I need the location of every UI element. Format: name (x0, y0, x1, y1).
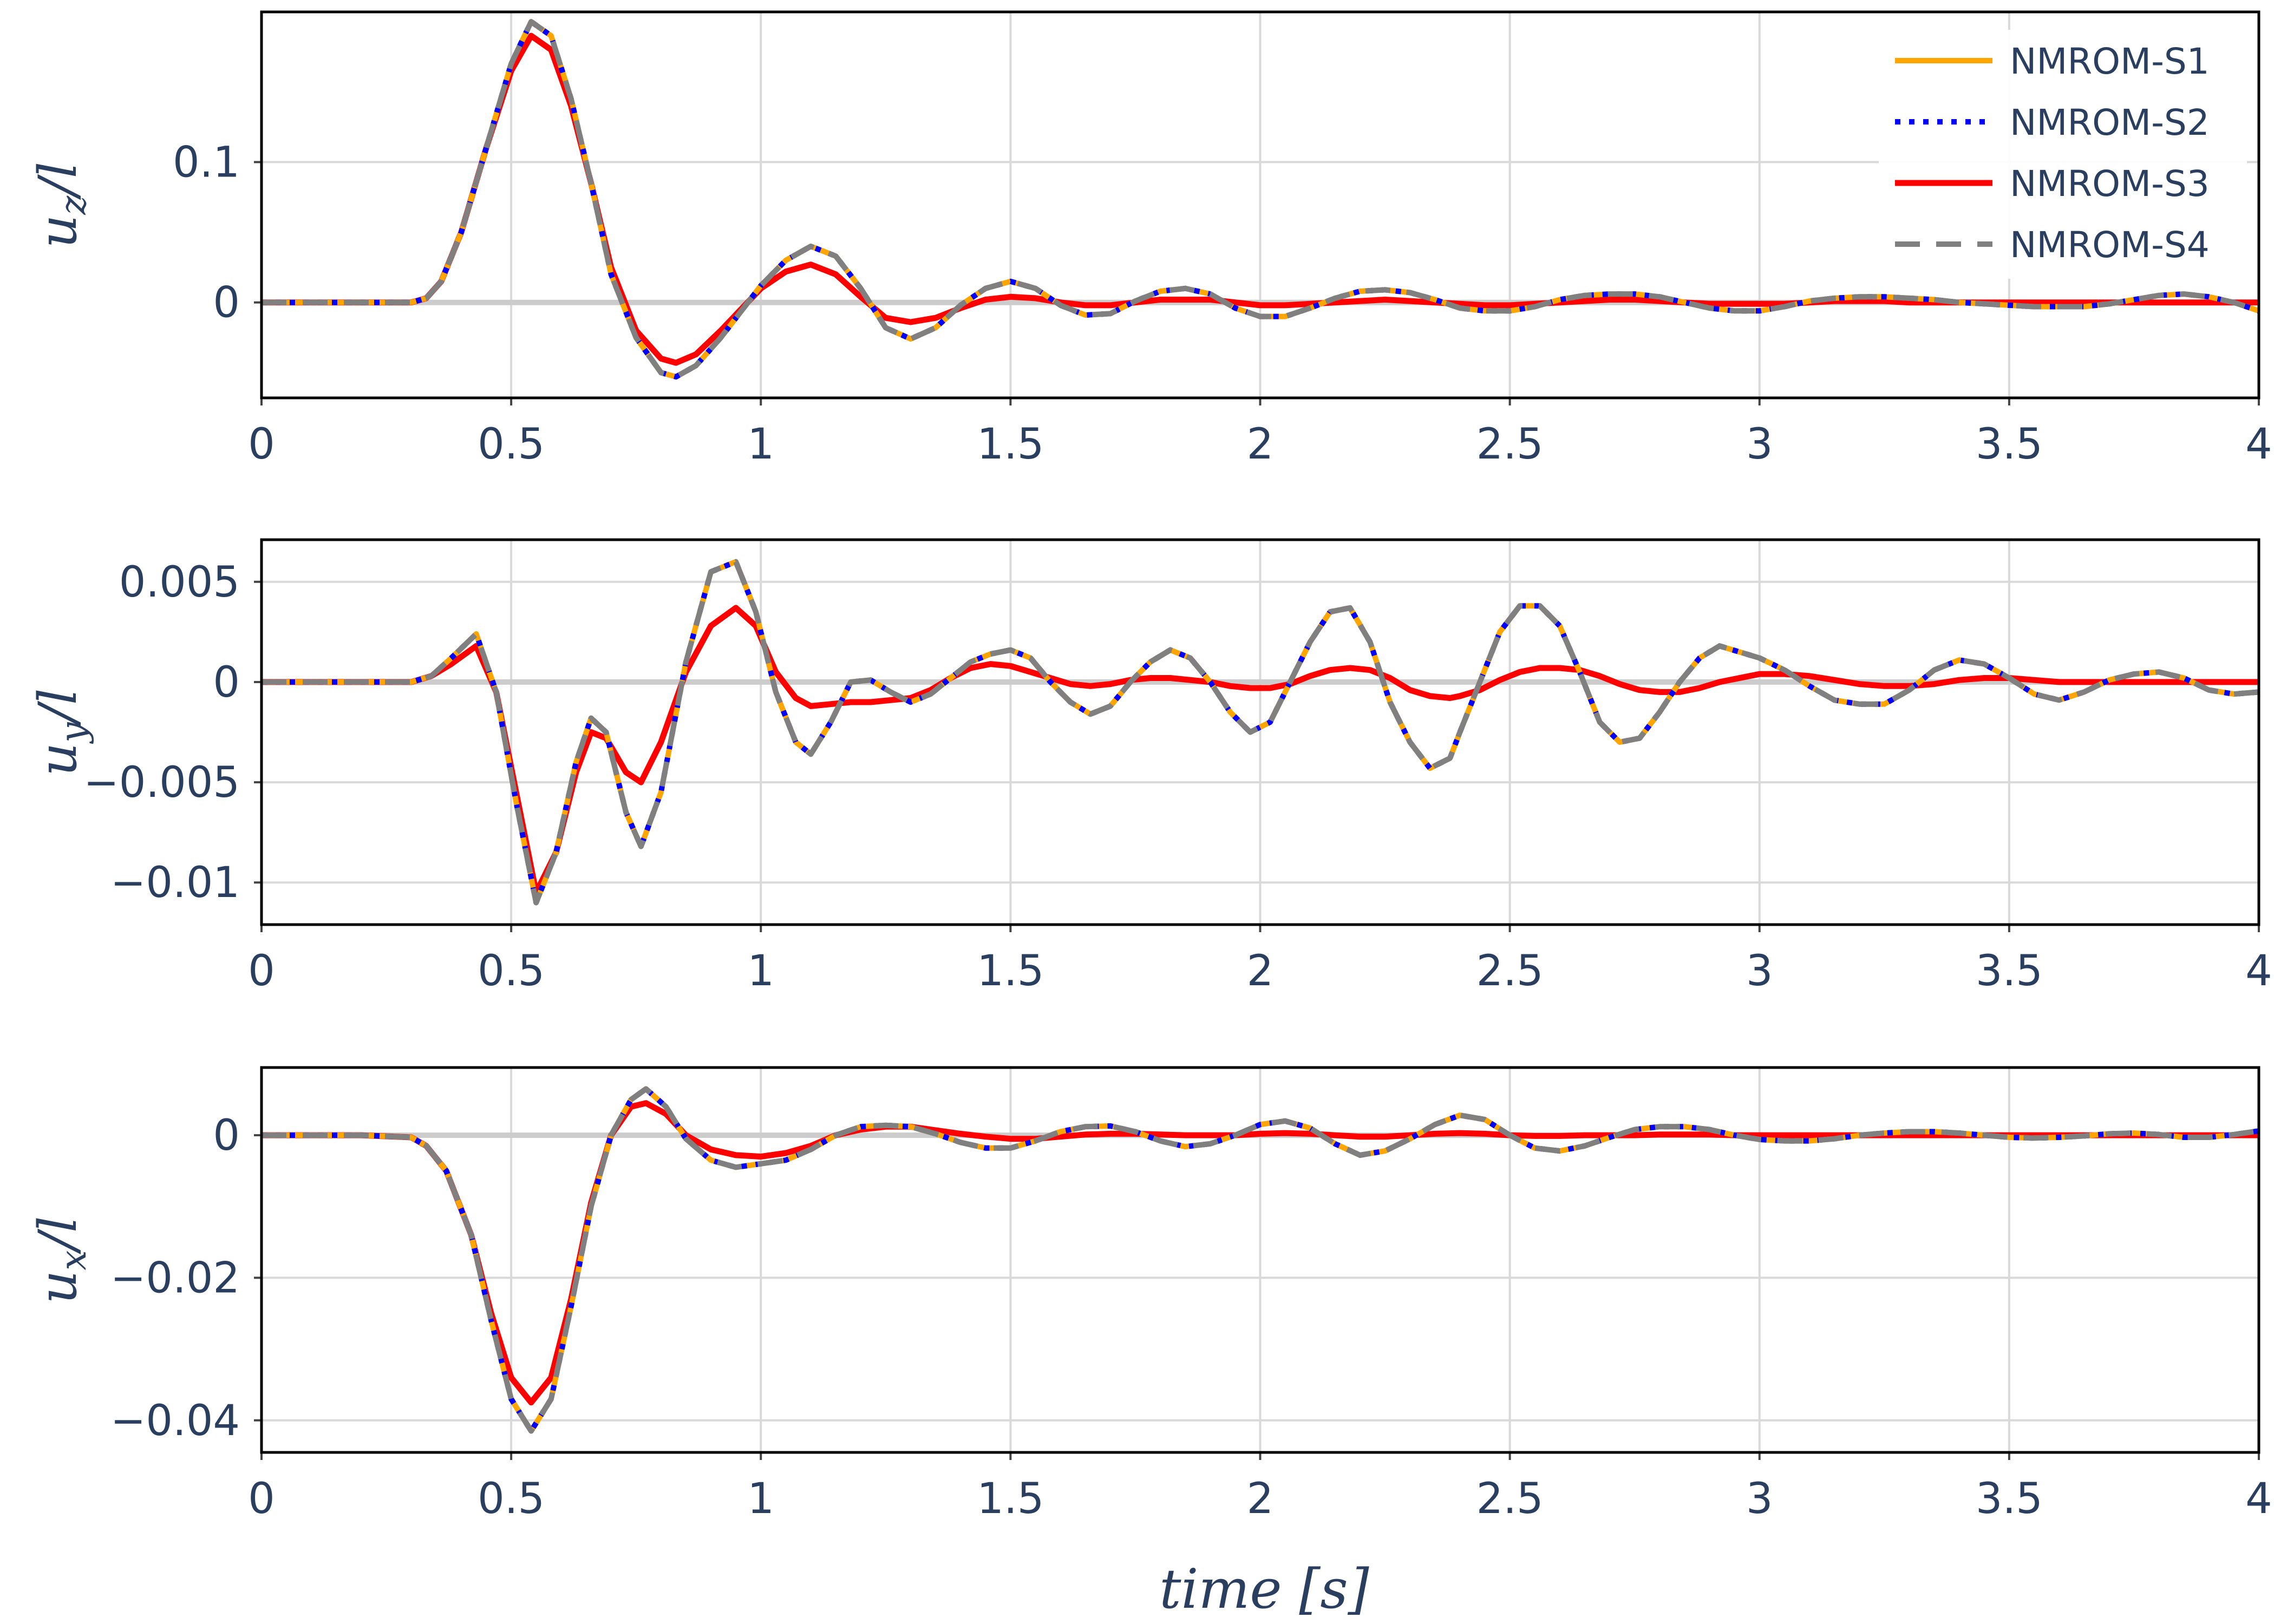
x-tick-label: 3.5 (1976, 947, 2043, 996)
series-line-nmrom-s2 (262, 1086, 2259, 1434)
plot-frame (260, 10, 2260, 400)
series-line-nmrom-s3 (262, 605, 2259, 896)
x-tick-label: 2 (1247, 420, 1274, 469)
legend-item-nmrom-s4: NMROM-S4 (1895, 224, 2210, 266)
x-tick-label: 3.5 (1976, 420, 2043, 469)
y-tick-label: 0.005 (119, 558, 240, 607)
y-tick-label: −0.02 (110, 1254, 240, 1302)
y-axis-label: ux/l (28, 1216, 94, 1304)
y-tick-label: −0.01 (110, 859, 240, 907)
x-tick-label: 0.5 (478, 1475, 545, 1523)
x-tick-label: 2.5 (1476, 947, 1544, 996)
y-axis-label: uy/l (28, 688, 94, 776)
series-line-nmrom-s2 (262, 559, 2259, 906)
y-tick-label: 0 (213, 279, 240, 328)
x-tick-label: 0 (248, 947, 275, 996)
x-tick-label: 1 (747, 420, 774, 469)
subplot-1: 0 0.5 1 1.5 2 2.5 3 3.5 4 0 0.1 uz/l (28, 10, 2272, 469)
subplot-3: 0 0.5 1 1.5 2 2.5 3 3.5 4 −0.04 −0.02 0 ux/l (28, 1066, 2272, 1523)
plot-frame (260, 538, 2260, 926)
x-tick-label: 3 (1746, 947, 1773, 996)
x-tick-label: 2 (1247, 1475, 1274, 1523)
legend: NMROM-S1 NMROM-S2 NMROM-S3 NMROM-S4 (1879, 30, 2247, 279)
x-tick-label: 0.5 (478, 420, 545, 469)
x-tick-label: 1 (747, 947, 774, 996)
series-line-nmrom-s4 (262, 19, 2259, 380)
x-tick-label: 0.5 (478, 947, 545, 996)
x-tick-label: 3 (1746, 420, 1773, 469)
y-tick-label: 0 (213, 658, 240, 707)
x-tick-label: 4 (2245, 420, 2272, 469)
legend-item-nmrom-s1: NMROM-S1 (1895, 41, 2210, 82)
series-line-nmrom-s4 (262, 1086, 2259, 1434)
x-tick-label: 4 (2245, 1475, 2272, 1523)
x-axis-label: time [s] (1159, 1557, 1369, 1621)
x-tick-label: 4 (2245, 947, 2272, 996)
x-tick-label: 2.5 (1476, 1475, 1544, 1523)
x-tick-label: 0 (248, 1475, 275, 1523)
x-tick-label: 1.5 (977, 1475, 1044, 1523)
x-tick-label: 0 (248, 420, 275, 469)
legend-background (1879, 30, 2247, 279)
x-tick-label: 1.5 (977, 947, 1044, 996)
x-tick-label: 3 (1746, 1475, 1773, 1523)
x-tick-label: 2 (1247, 947, 1274, 996)
legend-item-nmrom-s2: NMROM-S2 (1895, 102, 2210, 143)
legend-label: NMROM-S2 (2010, 102, 2210, 143)
legend-label: NMROM-S4 (2010, 224, 2210, 266)
legend-label: NMROM-S3 (2010, 163, 2210, 205)
y-axis-label: uz/l (28, 162, 94, 248)
subplot-2: 0 0.5 1 1.5 2 2.5 3 3.5 4 −0.01 −0.005 0 0.005 uy/l (28, 538, 2272, 996)
y-tick-label: −0.04 (110, 1397, 240, 1445)
y-tick-label: −0.005 (83, 758, 240, 807)
y-tick-label: 0 (213, 1111, 240, 1160)
legend-item-nmrom-s3: NMROM-S3 (1895, 163, 2210, 205)
x-tick-label: 3.5 (1976, 1475, 2043, 1523)
x-tick-label: 1 (747, 1475, 774, 1523)
y-tick-label: 0.1 (173, 138, 240, 187)
x-tick-label: 1.5 (977, 420, 1044, 469)
legend-label: NMROM-S1 (2010, 41, 2210, 82)
plot-frame (260, 1066, 2260, 1454)
x-tick-label: 2.5 (1476, 420, 1544, 469)
